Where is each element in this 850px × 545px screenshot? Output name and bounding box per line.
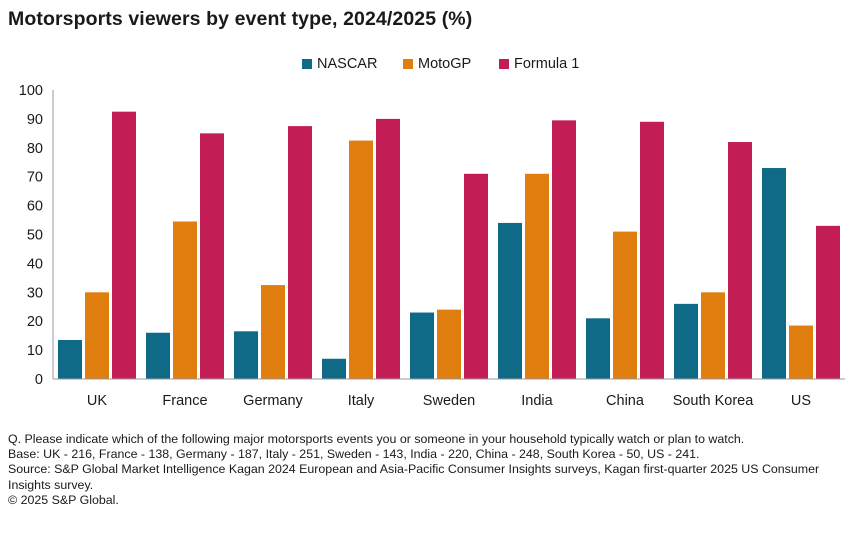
bar-motogp-china bbox=[613, 231, 637, 379]
bar-formula1-uk bbox=[112, 111, 136, 380]
x-tick-label: South Korea bbox=[673, 393, 755, 409]
x-tick-label: UK bbox=[87, 393, 107, 409]
bar-formula1-china bbox=[640, 121, 664, 379]
x-tick-label: US bbox=[791, 393, 811, 409]
bar-formula1-us bbox=[816, 225, 840, 379]
legend-item-formula1: Formula 1 bbox=[499, 56, 579, 72]
x-tick-label: Sweden bbox=[423, 393, 475, 409]
bar-nascar-china bbox=[586, 318, 610, 379]
y-tick-label: 70 bbox=[27, 170, 43, 186]
bar-nascar-germany bbox=[234, 331, 258, 379]
y-tick-label: 20 bbox=[27, 314, 43, 330]
y-tick-label: 0 bbox=[35, 372, 43, 388]
bar-formula1-germany bbox=[288, 126, 312, 379]
footnotes: Q. Please indicate which of the followin… bbox=[8, 432, 844, 508]
legend-label-nascar: NASCAR bbox=[317, 56, 378, 72]
bar-nascar-uk bbox=[58, 339, 82, 379]
y-tick-label: 60 bbox=[27, 199, 43, 215]
y-tick-label: 50 bbox=[27, 228, 43, 244]
x-tick-label: France bbox=[162, 393, 207, 409]
bar-motogp-india bbox=[525, 173, 549, 379]
chart-title: Motorsports viewers by event type, 2024/… bbox=[8, 8, 473, 30]
footnote-copyright: © 2025 S&P Global. bbox=[8, 492, 119, 507]
bar-nascar-sweden bbox=[410, 312, 434, 379]
bar-formula1-sweden bbox=[464, 173, 488, 379]
bar-nascar-italy bbox=[322, 358, 346, 379]
bar-motogp-sweden bbox=[437, 309, 461, 379]
footnote-base: Base: UK - 216, France - 138, Germany - … bbox=[8, 447, 700, 462]
x-tick-label: China bbox=[606, 393, 645, 409]
bar-motogp-italy bbox=[349, 140, 373, 379]
y-tick-label: 80 bbox=[27, 141, 43, 157]
y-tick-label: 30 bbox=[27, 285, 43, 301]
y-tick-label: 90 bbox=[27, 112, 43, 128]
x-tick-label: Germany bbox=[243, 393, 303, 409]
footnote-source: Source: S&P Global Market Intelligence K… bbox=[8, 462, 820, 492]
bar-formula1-india bbox=[552, 120, 576, 379]
bar-formula1-france bbox=[200, 133, 224, 379]
bar-formula1-south-korea bbox=[728, 142, 752, 379]
legend-label-motogp: MotoGP bbox=[418, 56, 472, 72]
bar-motogp-us bbox=[789, 325, 813, 379]
bar-motogp-germany bbox=[261, 285, 285, 379]
bar-nascar-france bbox=[146, 332, 170, 379]
x-tick-label: Italy bbox=[348, 393, 375, 409]
chart-legend: NASCAR MotoGP Formula 1 bbox=[0, 56, 850, 78]
bar-nascar-south-korea bbox=[674, 303, 698, 379]
legend-swatch-motogp bbox=[403, 59, 413, 69]
bar-motogp-uk bbox=[85, 292, 109, 379]
legend-item-nascar: NASCAR bbox=[302, 56, 377, 72]
x-tick-label: India bbox=[521, 393, 553, 409]
legend-item-motogp: MotoGP bbox=[403, 56, 471, 72]
footnote-question: Q. Please indicate which of the followin… bbox=[8, 432, 745, 446]
bar-formula1-italy bbox=[376, 118, 400, 380]
legend-swatch-formula1 bbox=[499, 59, 509, 69]
legend-label-formula1: Formula 1 bbox=[514, 56, 580, 72]
legend-swatch-nascar bbox=[302, 59, 312, 69]
bar-motogp-south-korea bbox=[701, 292, 725, 379]
bar-nascar-india bbox=[498, 222, 522, 379]
y-tick-label: 100 bbox=[19, 83, 43, 99]
bar-nascar-us bbox=[762, 168, 786, 379]
y-tick-label: 10 bbox=[27, 343, 43, 359]
bar-motogp-france bbox=[173, 221, 197, 379]
y-tick-label: 40 bbox=[27, 256, 43, 272]
bar-chart: 0 10 20 30 40 50 60 70 80 90 100 UK France Germany Ita… bbox=[19, 83, 845, 409]
